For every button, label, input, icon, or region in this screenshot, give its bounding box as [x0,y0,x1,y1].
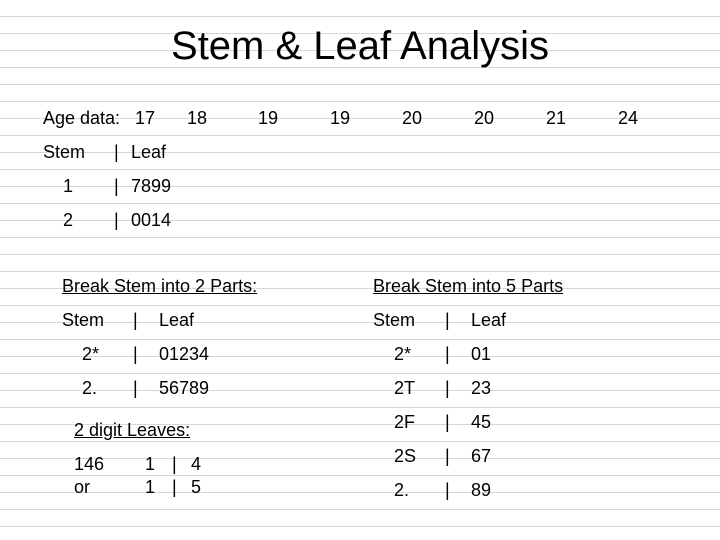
two-digit-heading: 2 digit Leaves: [74,420,191,440]
stem-value: 2T [394,378,416,398]
leaf-header: Leaf [471,310,507,330]
age-value: 20 [474,108,495,128]
leaf-value: 5 [191,477,202,497]
separator: | [172,454,177,474]
separator: | [445,480,450,500]
leaf-header: Leaf [159,310,195,330]
stem-value: 1 [145,454,156,474]
separator: | [133,344,138,364]
leaf-value: 01234 [159,344,210,364]
separator: | [445,446,450,466]
leaf-value: 0014 [131,210,172,230]
age-data-label: Age data: [43,108,121,128]
leaf-value: 4 [191,454,202,474]
five-parts-heading: Break Stem into 5 Parts [373,276,564,296]
age-value: 20 [402,108,423,128]
separator: | [445,378,450,398]
stem-header: Stem [43,142,86,162]
leaf-value: 67 [471,446,492,466]
leaf-header: Leaf [131,142,167,162]
connector-text: or [74,477,91,497]
age-value: 19 [330,108,351,128]
stem-value: 2. [394,480,410,500]
age-value: 18 [187,108,208,128]
example-value: 146 [74,454,105,474]
stem-header: Stem [62,310,105,330]
stem-value: 1 [145,477,156,497]
separator: | [172,477,177,497]
leaf-value: 7899 [131,176,172,196]
stem-value: 2S [394,446,417,466]
separator: | [445,344,450,364]
stem-value: 2* [82,344,100,364]
page-title: Stem & Leaf Analysis [171,24,549,68]
age-value: 21 [546,108,567,128]
leaf-value: 23 [471,378,492,398]
leaf-value: 45 [471,412,492,432]
age-value: 24 [618,108,639,128]
age-value: 19 [258,108,279,128]
stem-value: 2F [394,412,416,432]
separator: | [133,310,138,330]
leaf-value: 01 [471,344,492,364]
separator: | [445,412,450,432]
leaf-value: 56789 [159,378,210,398]
separator: | [445,310,450,330]
stem-value: 2* [394,344,412,364]
separator: | [133,378,138,398]
stem-value: 2 [63,210,74,230]
separator: | [114,210,119,230]
two-parts-heading: Break Stem into 2 Parts: [62,276,258,296]
stem-value: 2. [82,378,98,398]
stem-value: 1 [63,176,74,196]
leaf-value: 89 [471,480,492,500]
separator: | [114,142,119,162]
separator: | [114,176,119,196]
age-value: 17 [135,108,156,128]
stem-header: Stem [373,310,416,330]
